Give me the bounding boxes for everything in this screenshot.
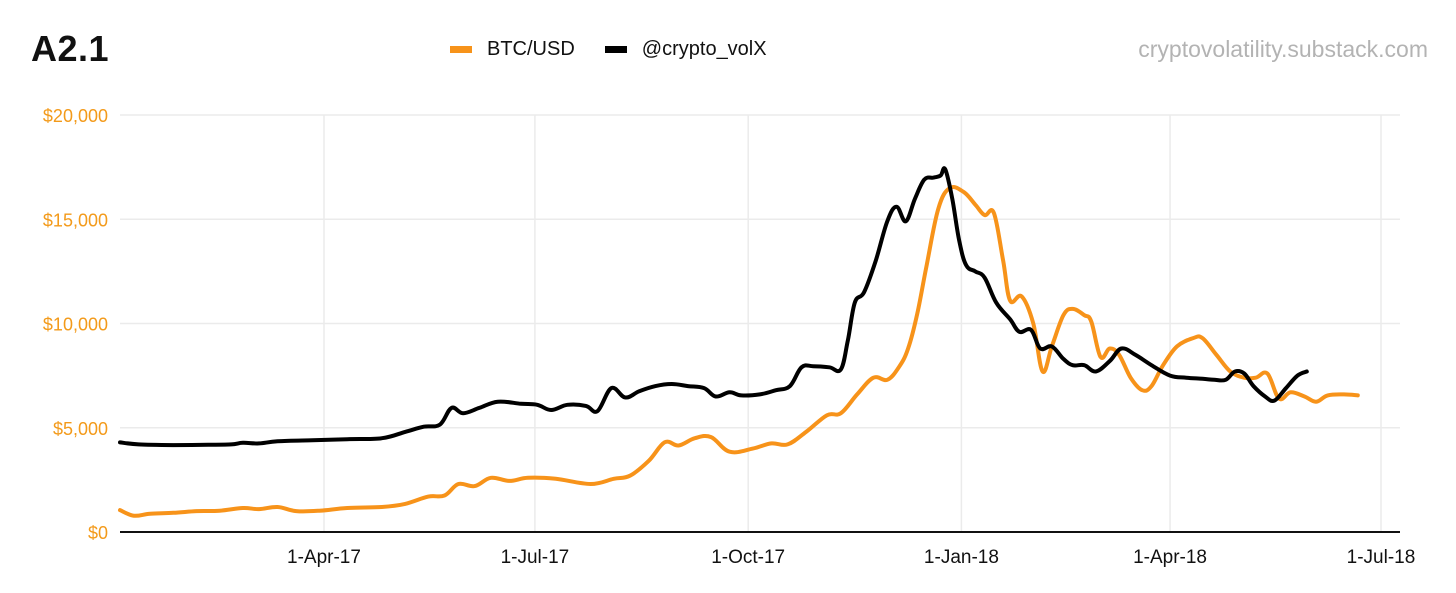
legend-label-btc: BTC/USD <box>487 38 575 60</box>
x-tick-label: 1-Apr-18 <box>1133 547 1207 568</box>
y-tick-label: $10,000 <box>43 315 108 335</box>
y-axis-ticks: $0 $5,000 $10,000 $15,000 $20,000 <box>43 106 108 543</box>
legend-item-volx: @crypto_volX <box>604 38 767 61</box>
gridlines <box>120 114 1400 532</box>
legend-label-volx: @crypto_volX <box>641 38 767 60</box>
crypto-volx-line <box>118 166 1309 448</box>
y-tick-label: $0 <box>88 523 108 543</box>
legend-swatch-btc <box>450 46 472 53</box>
y-tick-label: $20,000 <box>43 106 108 126</box>
x-tick-label: 1-Oct-17 <box>711 547 785 568</box>
x-tick-label: 1-Apr-17 <box>287 547 361 568</box>
series-lines <box>118 166 1360 518</box>
y-tick-label: $15,000 <box>43 210 108 230</box>
x-axis-ticks: 1-Apr-17 1-Jul-17 1-Oct-17 1-Jan-18 1-Apr-18… <box>287 547 1415 568</box>
legend-swatch-volx <box>604 46 627 53</box>
x-tick-label: 1-Jul-18 <box>1347 547 1416 568</box>
legend-item-btc: BTC/USD <box>450 38 575 61</box>
chart-legend: BTC/USD @crypto_volX <box>450 38 797 61</box>
x-tick-label: 1-Jan-18 <box>924 547 999 568</box>
btc-usd-line <box>118 184 1360 518</box>
source-watermark: cryptovolatility.substack.com <box>1138 36 1428 62</box>
x-tick-label: 1-Jul-17 <box>501 547 570 568</box>
y-tick-label: $5,000 <box>53 419 108 439</box>
chart-title: A2.1 <box>31 28 110 69</box>
